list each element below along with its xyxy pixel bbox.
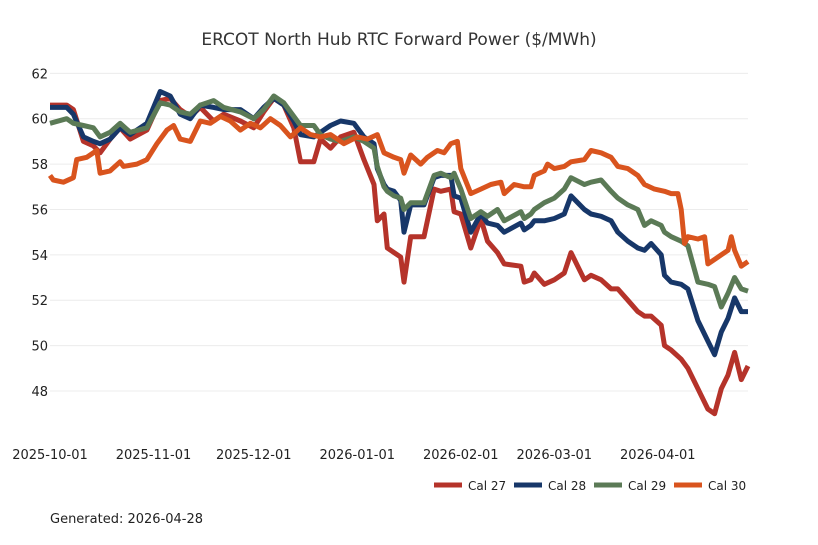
chart-title: ERCOT North Hub RTC Forward Power ($/MWh…	[201, 30, 596, 50]
legend-label: Cal 29	[628, 479, 666, 493]
x-tick-label: 2026-04-01	[620, 448, 696, 463]
series-line-cal-29	[49, 93, 749, 310]
y-tick-label: 60	[31, 113, 48, 128]
y-axis-ticks: 48 50 52 54 56 58 60 62	[31, 67, 48, 400]
y-tick-label: 56	[31, 203, 48, 218]
legend: Cal 27 Cal 28 Cal 29 Cal 30	[434, 479, 746, 493]
y-tick-label: 62	[31, 67, 48, 82]
x-tick-label: 2026-03-01	[517, 448, 593, 463]
y-tick-label: 52	[31, 294, 48, 309]
x-tick-label: 2025-10-01	[12, 448, 88, 463]
series-line-cal-30	[47, 113, 750, 269]
x-tick-label: 2025-11-01	[116, 448, 192, 463]
x-tick-label: 2025-12-01	[216, 448, 292, 463]
x-tick-label: 2026-02-01	[423, 448, 499, 463]
y-tick-label: 54	[31, 249, 48, 264]
y-tick-label: 58	[31, 158, 48, 173]
x-tick-label: 2026-01-01	[319, 448, 395, 463]
grid	[50, 72, 748, 392]
x-axis-ticks: 2025-10-01 2025-11-01 2025-12-01 2026-01-01…	[12, 448, 695, 463]
legend-label: Cal 27	[468, 479, 506, 493]
series-lines	[47, 89, 751, 417]
generated-footer: Generated: 2026-04-28	[50, 512, 204, 527]
y-tick-label: 48	[31, 385, 48, 400]
y-tick-label: 50	[31, 340, 48, 355]
legend-label: Cal 28	[548, 479, 586, 493]
legend-label: Cal 30	[708, 479, 746, 493]
